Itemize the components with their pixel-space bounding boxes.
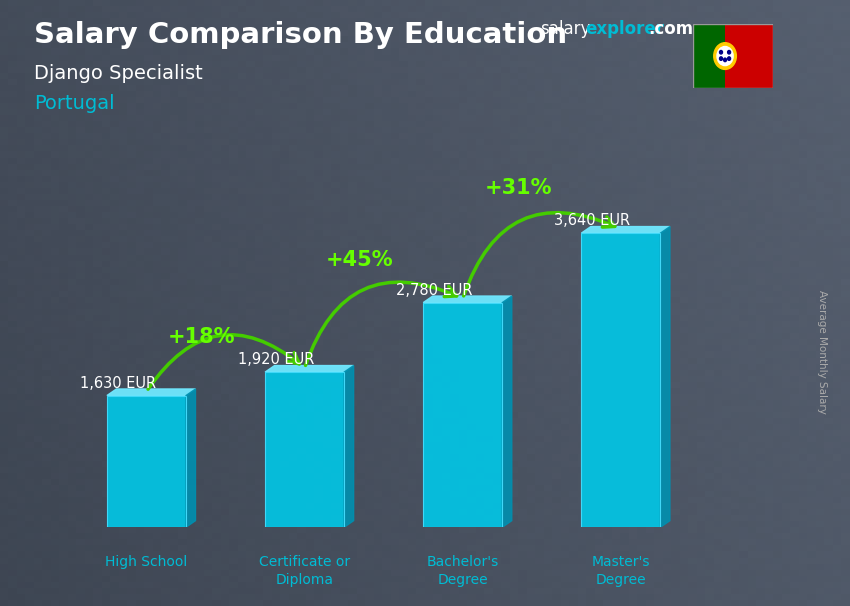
Bar (581, 233, 660, 527)
Circle shape (720, 50, 722, 54)
Bar (265, 372, 344, 527)
Bar (693, 24, 725, 88)
Circle shape (717, 47, 733, 65)
Circle shape (728, 50, 730, 54)
Circle shape (714, 42, 736, 70)
Text: Average Monthly Salary: Average Monthly Salary (817, 290, 827, 413)
Bar (725, 24, 774, 88)
Text: +45%: +45% (326, 250, 394, 270)
Text: salary: salary (540, 20, 590, 38)
Polygon shape (502, 296, 512, 527)
Polygon shape (581, 227, 670, 233)
Polygon shape (423, 296, 512, 302)
Polygon shape (107, 389, 196, 396)
Text: Django Specialist: Django Specialist (34, 64, 203, 82)
Text: Bachelor's
Degree: Bachelor's Degree (427, 554, 499, 587)
Bar (265, 372, 344, 527)
Polygon shape (344, 365, 354, 527)
Circle shape (720, 57, 722, 61)
Text: Salary Comparison By Education: Salary Comparison By Education (34, 21, 567, 49)
Polygon shape (265, 365, 354, 372)
Text: explorer: explorer (585, 20, 664, 38)
Text: 1,630 EUR: 1,630 EUR (80, 376, 156, 391)
Text: +31%: +31% (484, 178, 552, 198)
Text: 3,640 EUR: 3,640 EUR (554, 213, 631, 228)
Text: Certificate or
Diploma: Certificate or Diploma (259, 554, 350, 587)
Bar (581, 233, 660, 527)
Polygon shape (186, 389, 196, 527)
Text: High School: High School (105, 554, 188, 568)
Circle shape (728, 57, 730, 61)
Text: Master's
Degree: Master's Degree (592, 554, 650, 587)
Polygon shape (660, 227, 670, 527)
Text: 2,780 EUR: 2,780 EUR (396, 283, 473, 298)
Bar (107, 396, 186, 527)
Text: Portugal: Portugal (34, 94, 115, 113)
Bar (423, 302, 502, 527)
Bar (107, 396, 186, 527)
Text: .com: .com (649, 20, 694, 38)
Bar (423, 302, 502, 527)
Text: 1,920 EUR: 1,920 EUR (238, 352, 314, 367)
Text: +18%: +18% (168, 327, 235, 347)
Circle shape (723, 58, 727, 62)
